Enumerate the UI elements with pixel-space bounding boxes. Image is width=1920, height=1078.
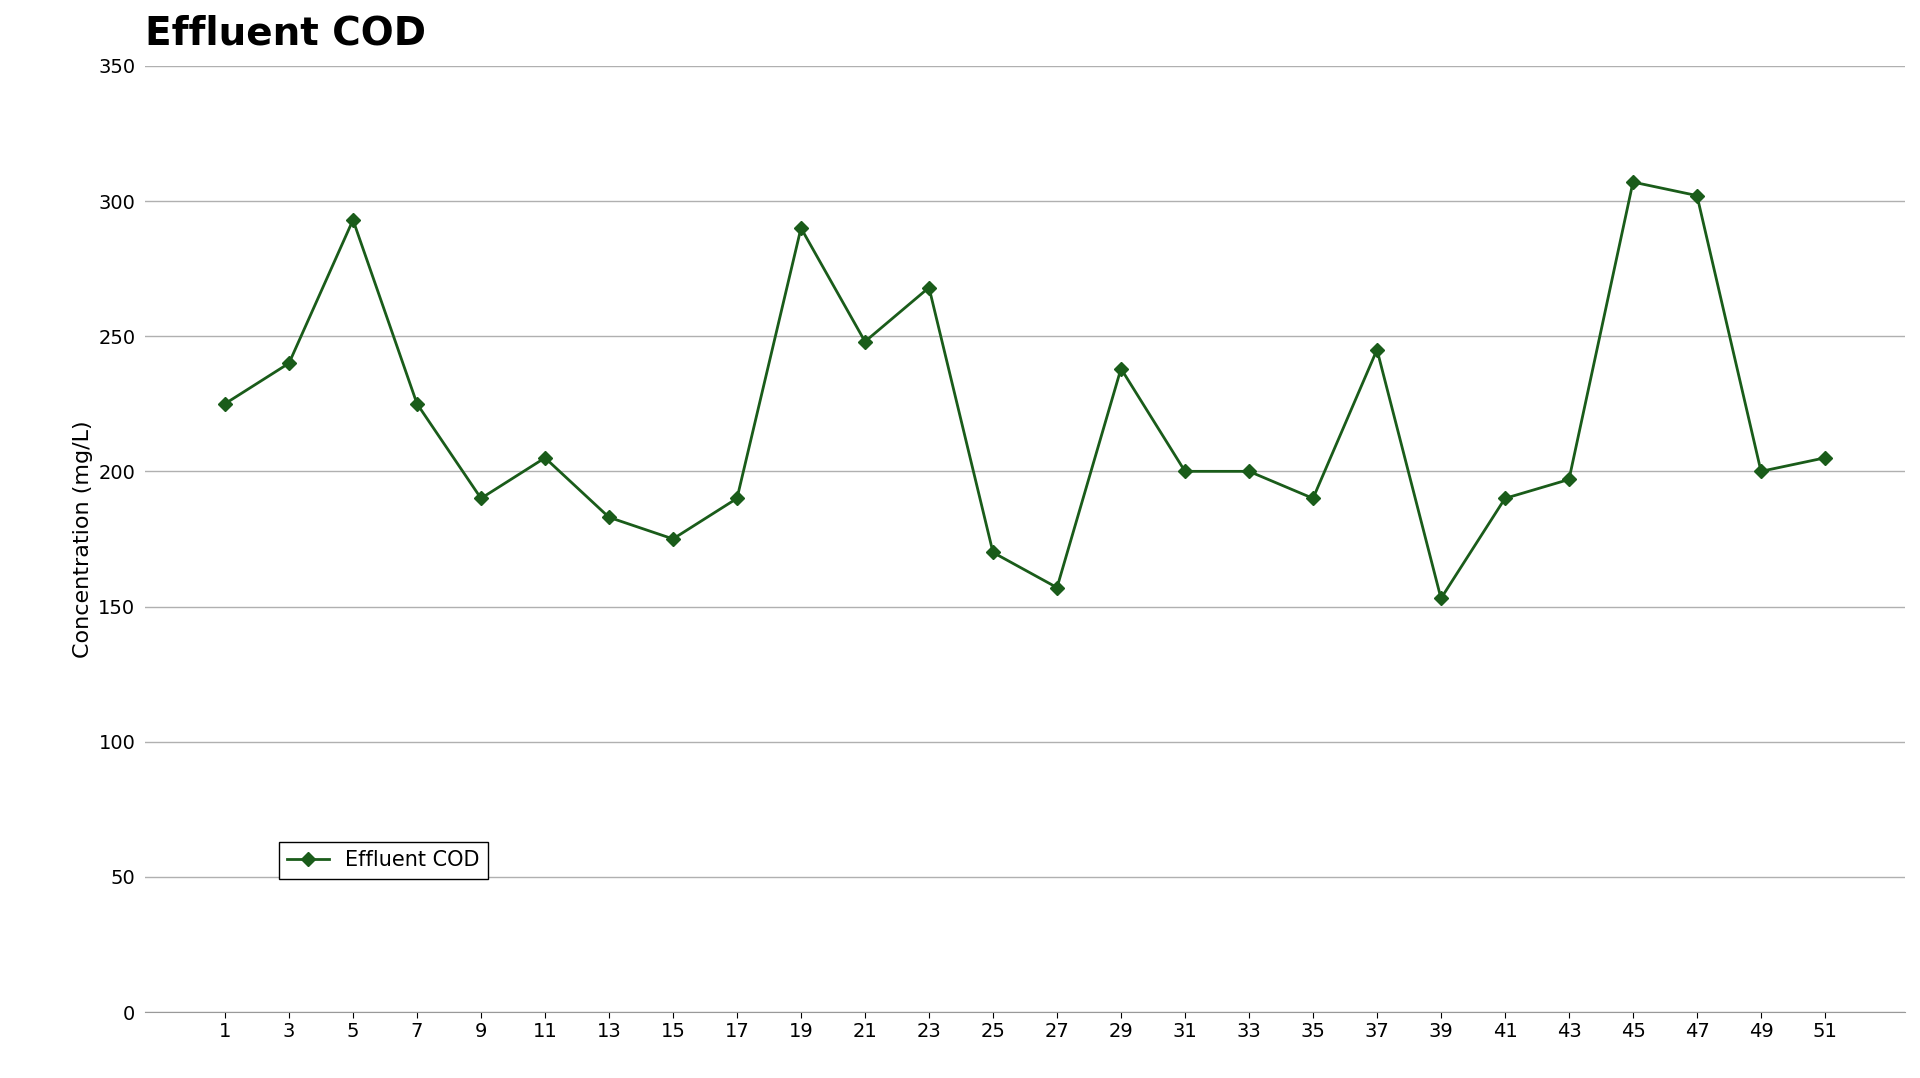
Effluent COD: [1686, 189, 1709, 202]
Effluent COD: [597, 511, 620, 524]
Effluent COD: [726, 492, 749, 505]
Effluent COD: [278, 357, 301, 370]
Effluent COD: [213, 398, 236, 411]
Y-axis label: Concentration (mg/L): Concentration (mg/L): [73, 420, 92, 658]
Effluent COD: [1749, 465, 1772, 478]
Effluent COD: [1365, 343, 1388, 356]
Effluent COD: [1557, 473, 1580, 486]
Effluent COD: [918, 281, 941, 294]
Effluent COD: [534, 452, 557, 465]
Effluent COD: [1494, 492, 1517, 505]
Text: Effluent COD: Effluent COD: [146, 15, 426, 53]
Effluent COD: [1302, 492, 1325, 505]
Effluent COD: [1430, 592, 1453, 605]
Effluent COD: [854, 335, 877, 348]
Effluent COD: [1238, 465, 1261, 478]
Effluent COD: [1046, 581, 1069, 594]
Effluent COD: [405, 398, 428, 411]
Effluent COD: [981, 545, 1004, 558]
Line: Effluent COD: Effluent COD: [221, 177, 1830, 604]
Effluent COD: [470, 492, 493, 505]
Legend: Effluent COD: Effluent COD: [278, 842, 488, 879]
Effluent COD: [1110, 362, 1133, 375]
Effluent COD: [1622, 176, 1645, 189]
Effluent COD: [789, 222, 812, 235]
Effluent COD: [342, 213, 365, 226]
Effluent COD: [662, 533, 685, 545]
Effluent COD: [1814, 452, 1837, 465]
Effluent COD: [1173, 465, 1196, 478]
